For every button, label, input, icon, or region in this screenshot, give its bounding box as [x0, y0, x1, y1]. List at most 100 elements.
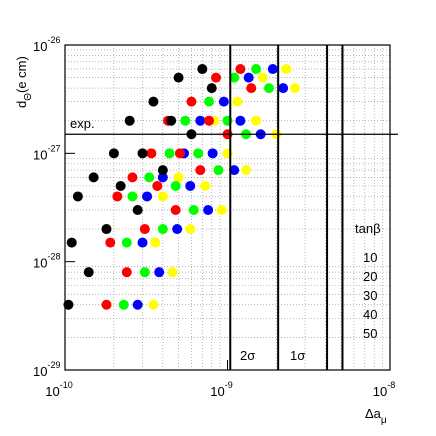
tick-label: 10-28 — [33, 252, 60, 271]
y-axis-label: dΘ(e cm) — [14, 56, 34, 108]
point — [204, 96, 215, 107]
point — [148, 299, 159, 310]
point — [83, 267, 94, 278]
point — [152, 180, 163, 191]
point — [142, 191, 153, 202]
point — [211, 72, 222, 83]
point — [63, 299, 74, 310]
point — [281, 64, 292, 75]
point — [173, 72, 184, 83]
point — [185, 180, 196, 191]
point — [173, 172, 184, 183]
tick-base: 10 — [33, 256, 47, 271]
point — [216, 204, 227, 215]
point — [118, 299, 129, 310]
point — [289, 83, 300, 94]
point — [154, 267, 165, 278]
point — [137, 148, 148, 159]
point — [157, 172, 168, 183]
point — [235, 64, 246, 75]
legend-entry: 50 — [363, 326, 377, 341]
point — [200, 180, 211, 191]
legend-entry: 20 — [363, 269, 377, 284]
point — [121, 237, 132, 248]
point — [203, 204, 214, 215]
point — [185, 224, 196, 235]
point — [139, 267, 150, 278]
point — [146, 148, 157, 159]
tick-label: 10-27 — [33, 143, 60, 162]
legend-entry: 40 — [363, 307, 377, 322]
point — [112, 191, 123, 202]
x-label-text: Δa — [365, 406, 382, 421]
point — [197, 64, 208, 75]
point — [229, 165, 240, 176]
point — [243, 72, 254, 83]
point — [195, 165, 206, 176]
point — [66, 237, 77, 248]
point — [167, 267, 178, 278]
point — [157, 191, 168, 202]
point — [235, 115, 246, 126]
point — [204, 115, 215, 126]
tick-label: 10-8 — [373, 380, 395, 399]
y-label-sub: Θ — [23, 93, 34, 101]
tick-label: 10-9 — [210, 380, 232, 399]
tick-label: 10-26 — [33, 35, 60, 54]
point — [278, 83, 289, 94]
legend-entry: 10 — [363, 250, 377, 265]
point — [263, 83, 274, 94]
point — [121, 267, 132, 278]
point — [251, 64, 262, 75]
legend-entry: 30 — [363, 288, 377, 303]
point — [213, 165, 224, 176]
point — [172, 224, 183, 235]
point — [124, 115, 135, 126]
point — [105, 237, 116, 248]
y-label-suffix: (e cm) — [14, 56, 29, 93]
point — [251, 115, 262, 126]
tick-exponent: -10 — [60, 380, 73, 390]
point — [148, 96, 159, 107]
point — [257, 72, 268, 83]
annotation: exp. — [70, 116, 95, 131]
point — [166, 115, 177, 126]
legend-title: tanβ — [355, 221, 381, 236]
tick-exponent: -28 — [47, 252, 60, 262]
point — [137, 237, 148, 248]
point — [157, 224, 168, 235]
annotation: 1σ — [290, 348, 305, 363]
point — [193, 148, 204, 159]
point — [229, 72, 240, 83]
point — [180, 115, 191, 126]
point — [132, 299, 143, 310]
point — [170, 180, 181, 191]
point — [157, 165, 168, 176]
tick-exponent: -29 — [47, 360, 60, 370]
point — [186, 96, 197, 107]
point — [188, 204, 199, 215]
tick-exponent: -26 — [47, 35, 60, 45]
tick-base: 10 — [373, 384, 387, 399]
point — [127, 172, 138, 183]
x-label-sub: μ — [381, 415, 387, 426]
annotation: 2σ — [240, 348, 255, 363]
point — [108, 148, 119, 159]
point — [195, 115, 206, 126]
point — [144, 172, 155, 183]
point — [132, 204, 143, 215]
point — [139, 224, 150, 235]
point — [127, 191, 138, 202]
tick-label: 10-29 — [33, 360, 60, 379]
point — [174, 148, 185, 159]
point — [246, 83, 257, 94]
point — [72, 191, 83, 202]
tick-exponent: -9 — [225, 380, 233, 390]
tick-base: 10 — [210, 384, 224, 399]
point — [88, 172, 99, 183]
y-label-text: d — [14, 101, 29, 108]
tick-label: 10-10 — [45, 380, 72, 399]
point — [101, 299, 112, 310]
